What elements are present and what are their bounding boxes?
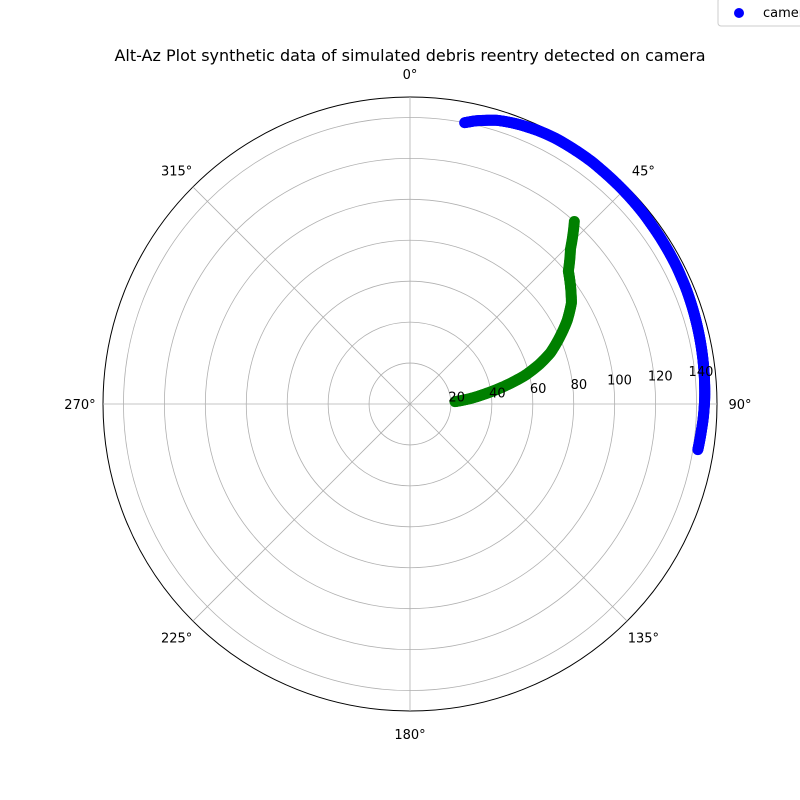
theta-tick-label: 0° [403, 68, 418, 83]
point [449, 396, 461, 408]
grid-spoke-315 [192, 186, 411, 405]
theta-tick-label: 270° [64, 398, 95, 413]
legend: camera [717, 0, 800, 27]
theta-tick-label: 315° [161, 165, 192, 180]
grid-spoke-45 [409, 186, 628, 405]
series-layer [449, 114, 711, 456]
r-tick-label: 140 [689, 365, 714, 380]
r-tick-label: 100 [607, 374, 632, 389]
theta-tick-label: 225° [161, 631, 192, 646]
legend-frame [717, 0, 800, 27]
r-tick-label: 60 [530, 382, 547, 397]
series-unnamed-1 [449, 215, 580, 408]
polar-grid [102, 96, 718, 712]
point [692, 444, 704, 456]
theta-tick-label: 90° [729, 398, 752, 413]
series-camera [459, 114, 711, 456]
r-tick-label: 120 [648, 369, 673, 384]
theta-tick-label: 45° [632, 165, 655, 180]
r-tick-label: 40 [489, 386, 506, 401]
chart-title: Alt-Az Plot synthetic data of simulated … [114, 46, 705, 65]
legend-marker-camera [734, 8, 744, 18]
legend-label-camera: camera [763, 6, 800, 21]
grid-spoke-225 [192, 403, 411, 622]
grid-spoke-135 [409, 403, 628, 622]
r-tick-label: 80 [571, 378, 588, 393]
r-tick-label: 20 [448, 391, 465, 406]
theta-tick-label: 180° [394, 728, 425, 743]
tick-labels: 0° 45° 90° 135° 180° 225° 270° 315° 20 40 60 80 100 1… [64, 68, 751, 743]
theta-tick-label: 135° [628, 631, 659, 646]
